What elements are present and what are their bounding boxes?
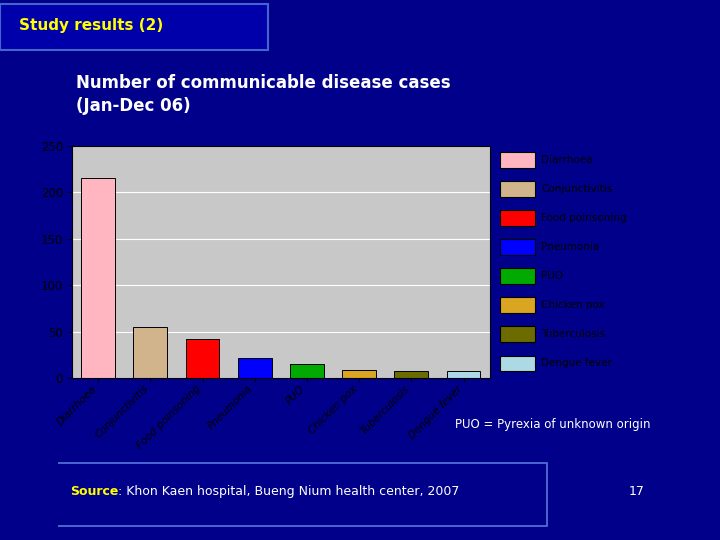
Text: Source: Source — [70, 485, 118, 498]
Bar — [500, 327, 535, 342]
Bar — [186, 339, 220, 378]
Text: 17: 17 — [629, 485, 644, 498]
Text: Number of communicable disease cases
(Jan-Dec 06): Number of communicable disease cases (Ja… — [76, 75, 451, 114]
FancyBboxPatch shape — [52, 463, 547, 526]
Text: : Khon Kaen hospital, Bueng Nium health center, 2007: : Khon Kaen hospital, Bueng Nium health … — [118, 485, 459, 498]
Text: Conjunctivitis: Conjunctivitis — [541, 184, 613, 194]
Bar — [500, 152, 535, 168]
Bar — [238, 357, 271, 378]
Text: Study results (2): Study results (2) — [19, 18, 163, 33]
Bar — [395, 370, 428, 378]
Bar — [342, 370, 376, 378]
Bar — [500, 355, 535, 372]
Bar — [500, 211, 535, 226]
Bar — [290, 364, 324, 378]
Text: Food poinsoning: Food poinsoning — [541, 213, 626, 224]
Text: PUO = Pyrexia of unknown origin: PUO = Pyrexia of unknown origin — [455, 418, 650, 431]
Bar — [81, 178, 115, 378]
Text: PUO: PUO — [541, 272, 563, 281]
FancyBboxPatch shape — [0, 4, 268, 50]
Bar — [446, 370, 480, 378]
Text: Tuberculosis: Tuberculosis — [541, 329, 606, 340]
Text: Pneumonia: Pneumonia — [541, 242, 600, 252]
Bar — [500, 298, 535, 313]
Text: Diarrhoea: Diarrhoea — [541, 156, 593, 165]
Bar — [500, 239, 535, 255]
Text: Dengue fever: Dengue fever — [541, 359, 612, 368]
Bar — [133, 327, 167, 378]
Bar — [500, 268, 535, 285]
Bar — [500, 181, 535, 197]
Text: Chicken pox: Chicken pox — [541, 300, 605, 310]
